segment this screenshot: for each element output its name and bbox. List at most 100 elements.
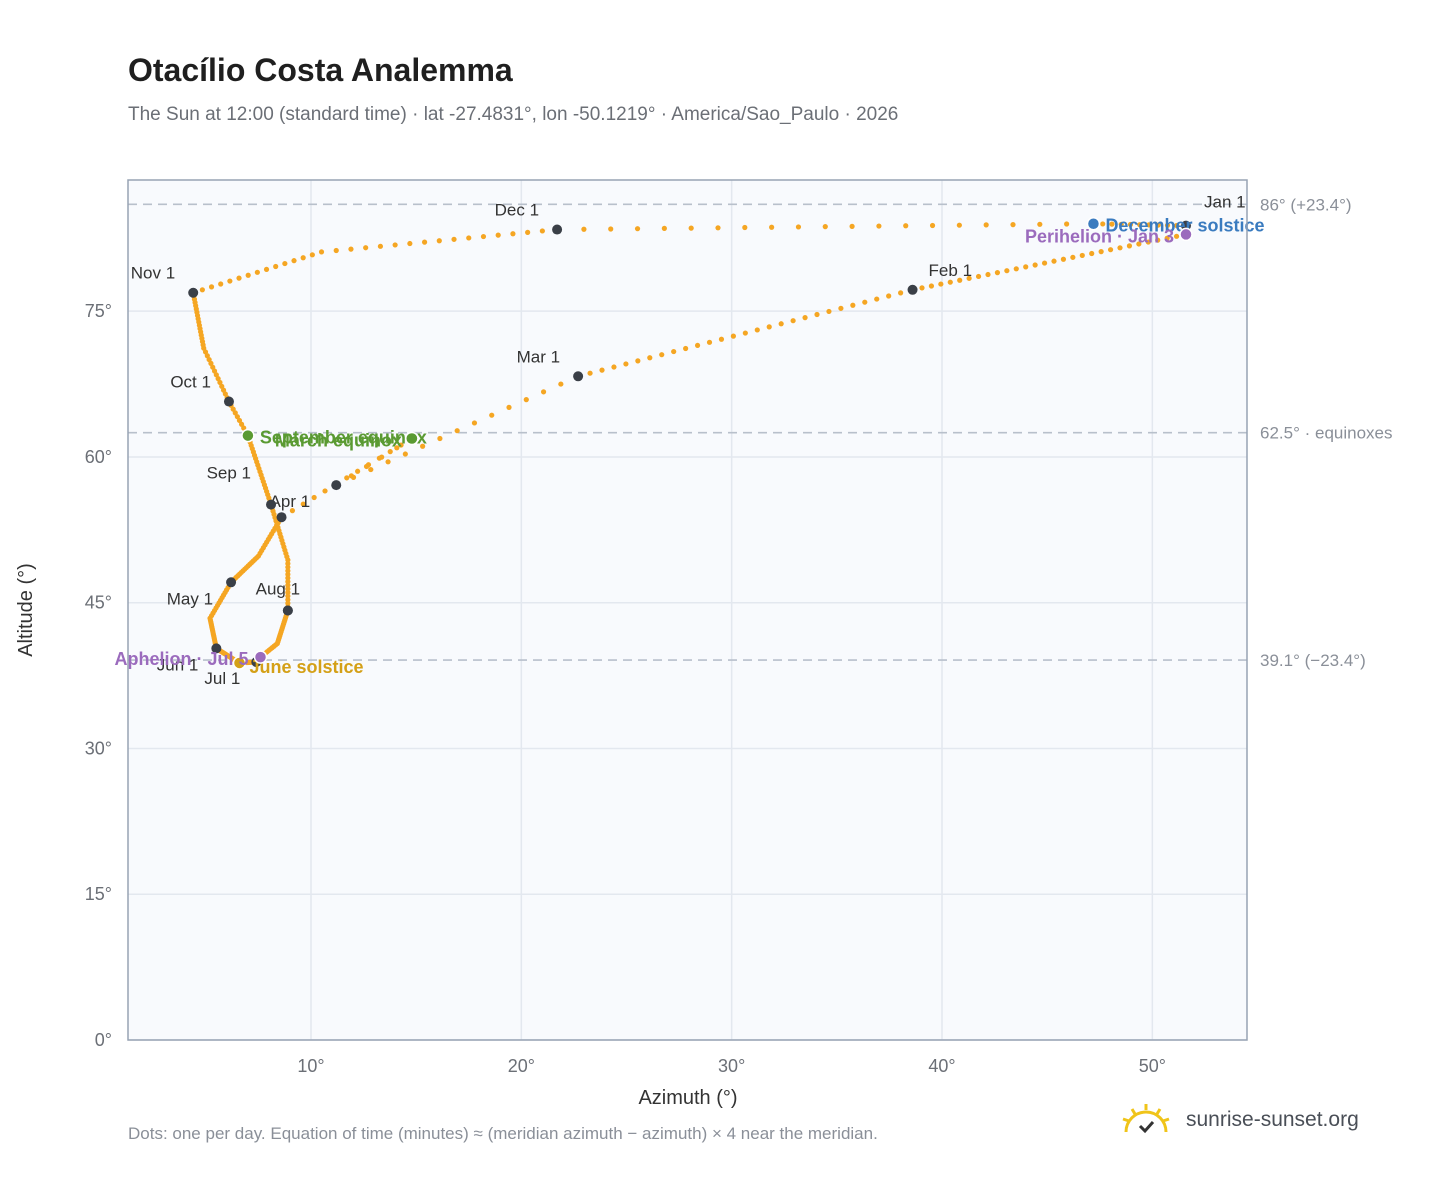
daily-dot [285,560,291,567]
month-marker [552,224,563,235]
daily-dot [608,226,614,232]
daily-dot [919,285,925,291]
y-axis-title: Altitude (°) [15,563,37,657]
month-label: May 1 [167,589,213,608]
daily-dot [285,571,291,577]
daily-dot [376,455,382,461]
daily-dot [647,355,653,361]
plot-frame [127,179,1248,1041]
daily-dot [1107,247,1114,253]
daily-dot [208,284,215,290]
daily-dot [300,501,306,507]
month-marker [226,577,237,588]
daily-dot [1164,222,1171,228]
daily-dot [754,327,760,333]
daily-dot [1064,221,1070,227]
daily-dot [838,305,844,311]
daily-dot [285,586,291,592]
daily-dot [289,508,296,514]
daily-dot [1079,252,1085,259]
daily-dot [309,252,315,258]
daily-dot [291,258,297,264]
daily-dot [694,342,701,349]
daily-dot [957,277,963,283]
reference-line-label: 39.1° (−23.4°) [1260,651,1366,670]
daily-dot [539,228,545,234]
daily-dot [718,336,725,342]
daily-dot [227,278,233,284]
month-marker [907,284,918,295]
daily-dot [886,293,892,299]
daily-dot [285,564,291,570]
daily-dot [659,352,665,358]
daily-dot [1164,235,1170,241]
daily-dot [1032,262,1038,268]
daily-dot [1100,221,1106,227]
daily-dot [421,239,428,245]
y-tick-label: 75° [85,301,112,321]
chart-title: Otacílio Costa Analemma [128,52,513,88]
daily-dot [661,225,667,231]
daily-dot [1010,222,1016,228]
month-label: Dec 1 [495,201,539,220]
event-label: March equinox [275,430,402,450]
daily-dot [1145,239,1151,245]
daily-dot [402,451,408,457]
daily-dot [850,302,856,308]
daily-dot [236,275,242,281]
daily-dot [407,240,413,247]
chart-subtitle: The Sun at 12:00 (standard time) · lat -… [128,104,899,125]
daily-dot [611,364,617,370]
daily-dot [975,273,982,280]
sun-logo-icon [1122,1104,1170,1134]
daily-dot [898,290,904,296]
daily-dot [635,358,641,364]
month-label: Oct 1 [170,373,211,392]
daily-dot [394,445,400,451]
daily-dot [985,271,991,278]
daily-dot [1060,256,1067,262]
daily-dot [285,589,291,596]
daily-dot [238,421,245,427]
daily-dot [234,414,240,420]
daily-dot [826,308,832,315]
daily-dot [285,568,291,574]
daily-dot [273,263,279,270]
daily-dot [1051,258,1057,264]
daily-dot [683,345,689,352]
x-tick-label: 10° [297,1056,324,1076]
daily-dot [994,270,1001,276]
daily-dot [1126,243,1133,249]
daily-dot [285,600,291,606]
event-label: September equinox [260,428,427,448]
event-marker [241,428,255,443]
daily-dot [929,222,936,229]
brand[interactable]: sunrise-sunset.org [1120,1102,1359,1138]
daily-dot [769,224,775,230]
daily-dot [454,428,460,434]
x-axis-title: Azimuth (°) [638,1087,737,1109]
daily-dot [344,475,350,481]
daily-dot [947,279,953,285]
month-label: Nov 1 [131,264,175,283]
daily-dot [874,296,880,302]
event-marker [405,431,419,446]
daily-dot [715,225,721,231]
event-label: December solstice [1105,216,1264,236]
month-marker [211,643,222,654]
reference-line-label: 86° (+23.4°) [1260,195,1352,214]
daily-dot [876,223,882,229]
daily-dot [1070,254,1076,260]
daily-dot [558,381,564,387]
daily-dot [938,281,944,287]
daily-dot [322,488,328,494]
month-label: Jul 1 [204,669,240,688]
daily-dot [1023,264,1029,270]
daily-dot [862,299,868,305]
plot-background [128,180,1247,1040]
daily-dot [254,269,260,275]
daily-dot [1173,233,1180,239]
event-marker [1179,227,1193,242]
daily-dot [506,404,512,410]
event-marker [232,656,247,670]
